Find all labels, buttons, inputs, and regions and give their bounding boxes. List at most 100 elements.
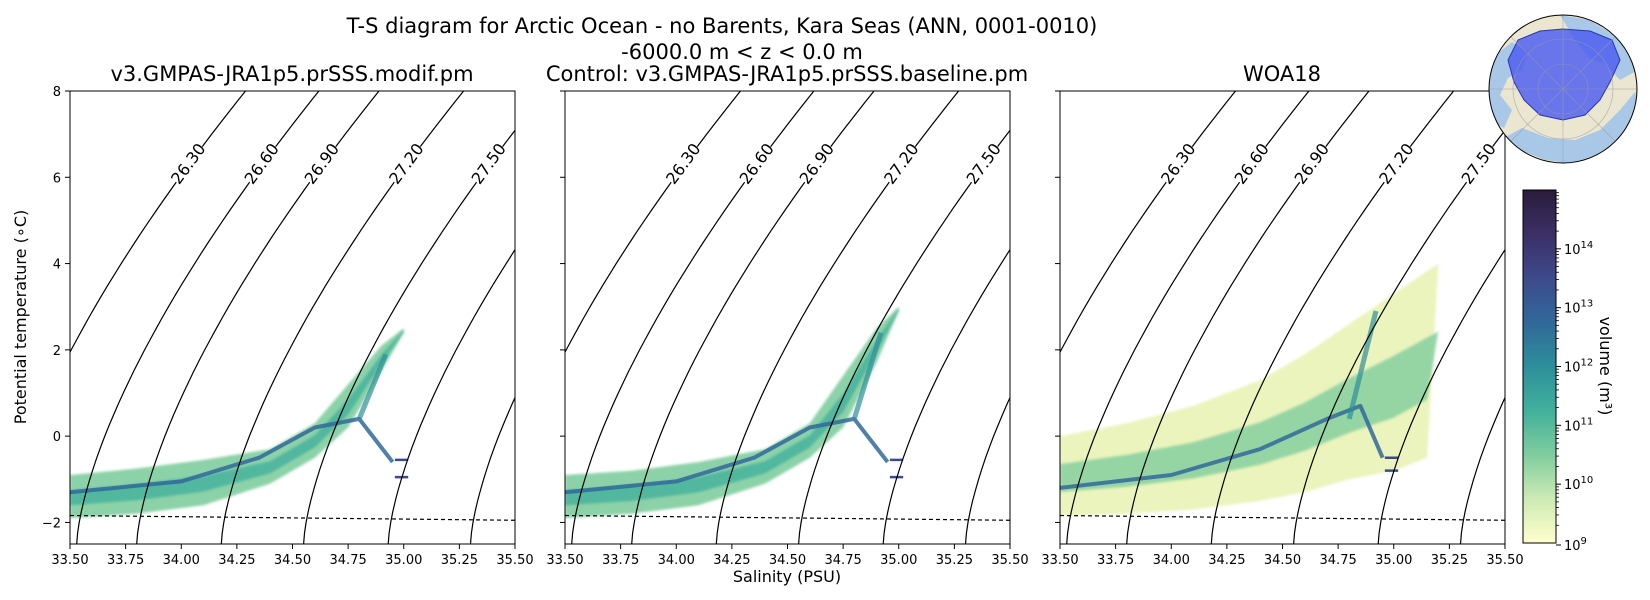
x-tick-label: 34.00: [658, 553, 695, 568]
x-tick-label: 33.75: [107, 553, 144, 568]
y-axis: −2 0 2 4 6 8: [42, 85, 70, 531]
isopycnal-label: 27.80: [1047, 140, 1089, 188]
isopycnal-label-bg: [1458, 140, 1501, 188]
x-tick-label: 34.00: [1153, 553, 1190, 568]
x-tick-label: 34.00: [163, 553, 200, 568]
colorbar-ticks: 109 1010 1011 1012 1013 1014: [1556, 192, 1593, 554]
isopycnal-label-bg: [881, 140, 924, 188]
x-tick-label: 34.50: [274, 553, 311, 568]
isopycnal-label-bg: [560, 253, 600, 301]
x-tick-label: 34.25: [1208, 553, 1245, 568]
x-tick-label: 34.25: [218, 553, 255, 568]
panel-title: Control: v3.GMPAS-JRA1p5.prSSS.baseline.…: [546, 62, 1028, 86]
colorbar-gradient: [1523, 190, 1556, 543]
x-tick-label: 35.25: [1431, 553, 1468, 568]
y-tick-label: 4: [53, 258, 61, 273]
y-tick-label: 6: [53, 171, 61, 186]
isopycnal-label: 27.80: [552, 140, 594, 188]
x-axis: 33.50 33.75 34.00 34.25 34.50 34.75 35.00 35.25…: [546, 544, 1029, 568]
isopycnal-label-bg: [1048, 141, 1090, 188]
isopycnal-label-bg: [241, 140, 284, 188]
colorbar-label: volume (m³): [1596, 317, 1615, 416]
ts-cloud-core: [70, 416, 395, 495]
x-tick-label: 34.50: [769, 553, 806, 568]
isopycnal-line: [303, 129, 515, 544]
colorbar-tick-label: 1011: [1564, 416, 1593, 434]
isopycnal-label-bg: [468, 140, 511, 188]
freezing-line: [565, 514, 1010, 521]
isopycnal-label-bg: [1231, 140, 1274, 188]
x-tick-label: 35.50: [991, 553, 1028, 568]
isopycnal-label-bg: [1080, 365, 1117, 413]
x-tick-label: 34.50: [1264, 553, 1301, 568]
isopycnal-line: [387, 248, 515, 544]
colorbar-tick-label: 1012: [1564, 358, 1593, 376]
freezing-line: [1060, 514, 1505, 521]
panel-woa18: WOA18 26.30 26.60 26.90 27.20 27.50 27.8028.1…: [1041, 62, 1524, 568]
isopycnal-label-bg: [1055, 253, 1095, 301]
isopycnal-line: [964, 396, 1010, 544]
isopycnal-label-bg: [168, 140, 211, 188]
colorbar-tick-label: 1010: [1564, 475, 1593, 493]
isopycnal-label-bg: [1158, 140, 1201, 188]
map-region: [1507, 28, 1621, 121]
x-axis: 33.50 33.75 34.00 34.25 34.50 34.75 35.00 35.25…: [1041, 544, 1524, 568]
ts-cloud-tail: [1346, 310, 1379, 420]
x-tick-label: 35.25: [936, 553, 973, 568]
isopycnal-label-bg: [1291, 140, 1334, 188]
x-tick-label: 33.50: [546, 553, 583, 568]
y-tick-label: 2: [53, 344, 61, 359]
isopycnal-label-bg: [736, 140, 779, 188]
x-axis: 33.50 33.75 34.00 34.25 34.50 34.75 35.00 35.25…: [51, 544, 534, 568]
x-tick-label: 35.25: [441, 553, 478, 568]
x-tick-label: 34.75: [330, 553, 367, 568]
isopycnal-line: [882, 248, 1010, 544]
ts-cloud-core: [565, 416, 890, 495]
figure-subtitle: -6000.0 m < z < 0.0 m: [621, 40, 863, 64]
x-tick-label: 35.50: [1486, 553, 1523, 568]
ts-cloud-outer: [70, 328, 404, 519]
x-tick-label: 33.75: [602, 553, 639, 568]
ts-cloud-mid: [1060, 331, 1439, 492]
x-tick-label: 34.25: [713, 553, 750, 568]
isopycnal-line: [1377, 248, 1505, 544]
isopycnal-line: [1459, 396, 1505, 544]
x-tick-label: 34.75: [825, 553, 862, 568]
isopycnal-label-bg: [386, 140, 429, 188]
y-tick-label: 8: [53, 85, 61, 100]
x-tick-label: 34.75: [1320, 553, 1357, 568]
y-axis-label: Potential temperature (∘C): [11, 210, 30, 425]
x-tick-label: 35.00: [385, 553, 422, 568]
y-tick-label: 0: [53, 430, 61, 445]
isopycnal-label-bg: [301, 140, 344, 188]
x-tick-label: 35.50: [496, 553, 533, 568]
isopycnal-label-bg: [585, 365, 622, 413]
colorbar-tick-label: 1013: [1564, 299, 1593, 317]
x-tick-label: 35.00: [1375, 553, 1412, 568]
y-axis: [1055, 90, 1060, 523]
colorbar: 109 1010 1011 1012 1013 1014 volume (m³): [1522, 189, 1615, 554]
isopycnal-label-bg: [663, 140, 706, 188]
isopycnal-label: 28.40: [584, 364, 621, 414]
x-axis-label: Salinity (PSU): [733, 567, 841, 586]
colorbar-tick-label: 109: [1564, 536, 1587, 554]
y-tick-label: −2: [42, 516, 61, 531]
isopycnal-line: [798, 129, 1010, 544]
ts-cloud-core: [1060, 403, 1385, 490]
isopycnal-label-bg: [796, 140, 839, 188]
ts-cloud-tail: [851, 331, 884, 420]
colorbar-tick-label: 1014: [1564, 240, 1593, 258]
ts-cloud-hook: [1384, 456, 1399, 472]
x-tick-label: 33.75: [1097, 553, 1134, 568]
panel-title: WOA18: [1243, 62, 1321, 86]
freezing-line: [70, 514, 515, 521]
ts-cloud-tail: [356, 353, 389, 420]
isopycnal-line: [469, 396, 515, 544]
isopycnal-label: 28.40: [1079, 364, 1116, 414]
map-border: [1488, 14, 1638, 164]
x-tick-label: 35.00: [880, 553, 917, 568]
y-axis: [560, 90, 565, 523]
isopycnal-label-bg: [553, 141, 595, 188]
